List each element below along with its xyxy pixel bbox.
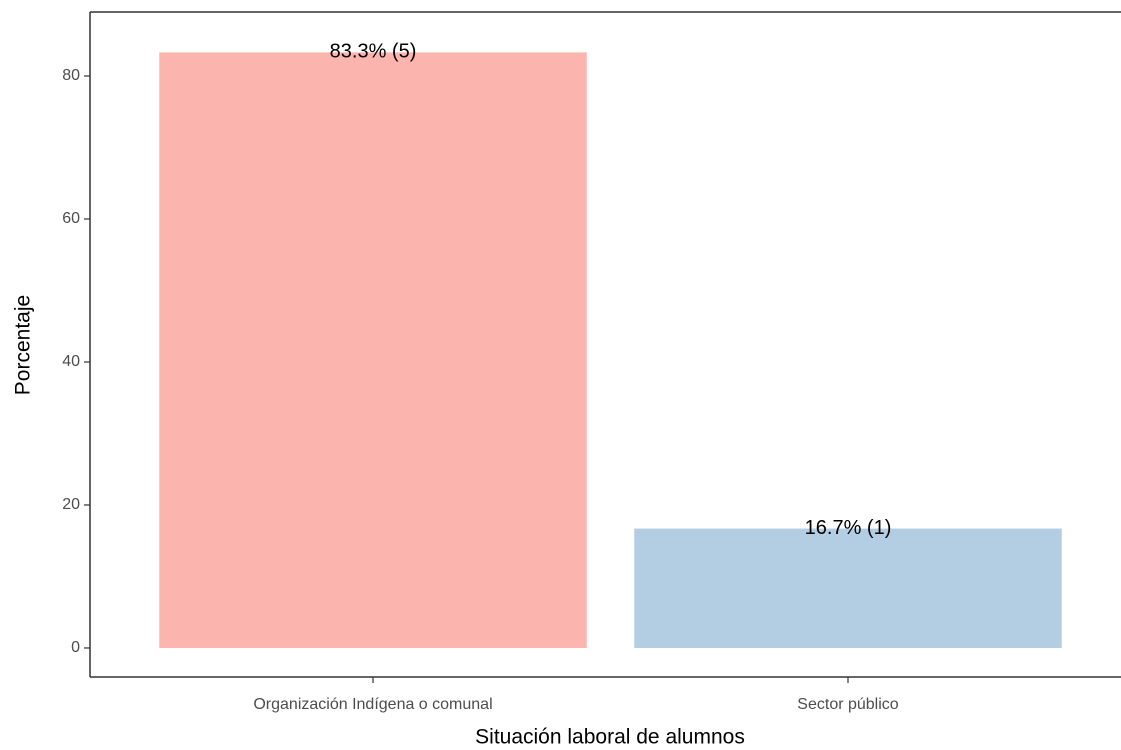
y-tick-label: 60 [62,210,80,227]
x-axis-title: Situación laboral de alumnos [475,726,745,749]
x-tick-label: Sector público [797,696,898,713]
y-axis-title: Porcentaje [12,295,35,395]
x-tick-label: Organización Indígena o comunal [253,696,492,713]
y-tick-label: 40 [62,353,80,370]
bar-value-label: 16.7% (1) [805,517,892,539]
y-tick-label: 20 [62,496,80,513]
y-tick-label: 80 [62,67,80,84]
bar [159,52,587,648]
y-tick-label: 0 [71,639,80,656]
bar [634,528,1062,648]
bar-value-label: 83.3% (5) [330,41,417,63]
plot-area: 0 20 40 60 80 Organización Indígena o comunal… [62,11,1121,713]
